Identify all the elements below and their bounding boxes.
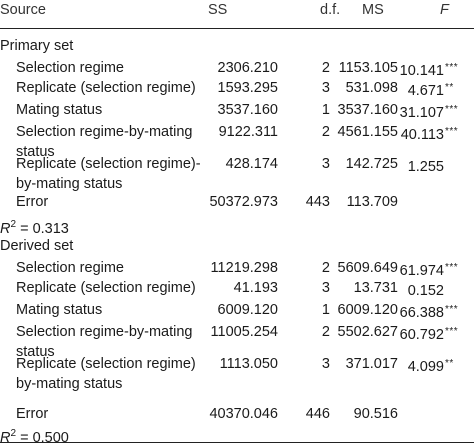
row-f (398, 194, 445, 213)
row-df: 446 (305, 406, 330, 422)
row-df: 2 (321, 260, 330, 276)
row-ss: 41.193 (233, 280, 278, 296)
r-squared: R2 = 0.500 (0, 426, 69, 446)
row-f-value: 60.792 (399, 327, 444, 343)
significance-stars: *** (445, 304, 459, 315)
row-ss: 11219.298 (210, 260, 278, 276)
header-ms: MS (362, 2, 384, 18)
row-f: 4.671** (398, 80, 454, 99)
significance-stars: *** (445, 104, 459, 115)
r-squared-exponent: 2 (10, 428, 17, 439)
row-ms: 5609.649 (337, 260, 398, 276)
row-df: 1 (321, 302, 330, 318)
row-source: Mating status (16, 302, 103, 318)
row-f: 4.099** (398, 356, 454, 375)
row-f-value: 0.152 (407, 283, 444, 299)
row-source: Selection regime (16, 260, 124, 276)
row-f: 1.255 (398, 156, 445, 175)
header-f: F (440, 2, 449, 18)
header-ss: SS (208, 2, 228, 18)
row-f: 40.113*** (398, 124, 458, 143)
row-f: 10.141*** (398, 60, 458, 79)
row-ss: 9122.311 (218, 124, 278, 140)
r-squared-symbol: R (0, 430, 11, 446)
row-f-value: 31.107 (399, 105, 444, 121)
row-ss: 1113.050 (219, 356, 278, 372)
r-squared-symbol: R (0, 221, 11, 237)
r-squared: R2 = 0.313 (0, 217, 69, 237)
row-source-continued: by-mating status (16, 176, 123, 192)
row-source: Mating status (16, 102, 103, 118)
row-f: 61.974*** (398, 260, 458, 279)
row-source: Selection regime-by-mating (16, 124, 193, 140)
row-source-continued: status (16, 344, 55, 360)
row-ms: 5502.627 (337, 324, 398, 340)
row-f-value: 66.388 (399, 305, 444, 321)
r-squared-value: = 0.313 (16, 221, 69, 237)
row-source-continued: by-mating status (16, 376, 123, 392)
row-f: 60.792*** (398, 324, 458, 343)
row-ss: 50372.973 (209, 194, 278, 210)
row-df: 3 (321, 356, 330, 372)
row-ms: 113.709 (346, 194, 398, 210)
row-df: 1 (321, 102, 330, 118)
row-ss: 11005.254 (210, 324, 278, 340)
row-ms: 371.017 (345, 356, 398, 372)
header-source: Source (0, 2, 46, 18)
row-ms: 3537.160 (337, 102, 398, 118)
section-title-text: Derived set (0, 238, 74, 254)
header-df: d.f. (320, 2, 341, 18)
section-title-text: Primary set (0, 38, 74, 54)
row-ss: 1593.295 (217, 80, 278, 96)
row-df: 3 (321, 280, 330, 296)
row-source: Selection regime-by-mating (16, 324, 193, 340)
row-source-continued: status (16, 144, 55, 160)
row-df: 3 (321, 156, 330, 172)
row-source: Replicate (selection regime)- (16, 156, 201, 172)
row-f-value: 61.974 (399, 263, 444, 279)
header-rule (0, 28, 474, 29)
row-df: 3 (321, 80, 330, 96)
row-f: 0.152 (398, 280, 445, 299)
row-ss: 40370.046 (209, 406, 278, 422)
row-ms: 1153.105 (338, 60, 398, 76)
row-df: 443 (305, 194, 330, 210)
significance-stars: ** (445, 358, 454, 369)
significance-stars: *** (445, 62, 459, 73)
row-source: Replicate (selection regime) (16, 356, 196, 372)
row-ms: 4561.155 (337, 124, 398, 140)
significance-stars: *** (445, 126, 459, 137)
row-f-value: 10.141 (399, 63, 444, 79)
row-ms: 90.516 (353, 406, 398, 422)
row-f-value: 1.255 (407, 159, 444, 175)
significance-stars: ** (445, 82, 454, 93)
bottom-rule (0, 442, 474, 443)
significance-stars: *** (445, 326, 459, 337)
row-ss: 6009.120 (217, 302, 278, 318)
row-df: 2 (321, 324, 330, 340)
row-source: Replicate (selection regime) (16, 80, 196, 96)
significance-stars: *** (445, 262, 459, 273)
r-squared-exponent: 2 (10, 219, 17, 230)
row-ms: 531.098 (345, 80, 398, 96)
row-f-value: 40.113 (400, 127, 444, 143)
row-ss: 3537.160 (217, 102, 278, 118)
row-source: Error (16, 406, 49, 422)
row-df: 2 (321, 124, 330, 140)
row-ss: 428.174 (225, 156, 278, 172)
row-source: Selection regime (16, 60, 124, 76)
row-f (398, 406, 445, 425)
row-ms: 6009.120 (337, 302, 398, 318)
row-f: 66.388*** (398, 302, 458, 321)
row-df: 2 (321, 60, 330, 76)
row-f-value: 4.671 (407, 83, 444, 99)
row-ms: 142.725 (345, 156, 398, 172)
row-f-value: 4.099 (407, 359, 444, 375)
row-ss: 2306.210 (217, 60, 278, 76)
row-ms: 13.731 (353, 280, 398, 296)
row-source: Replicate (selection regime) (16, 280, 196, 296)
row-f: 31.107*** (398, 102, 458, 121)
row-source: Error (16, 194, 49, 210)
